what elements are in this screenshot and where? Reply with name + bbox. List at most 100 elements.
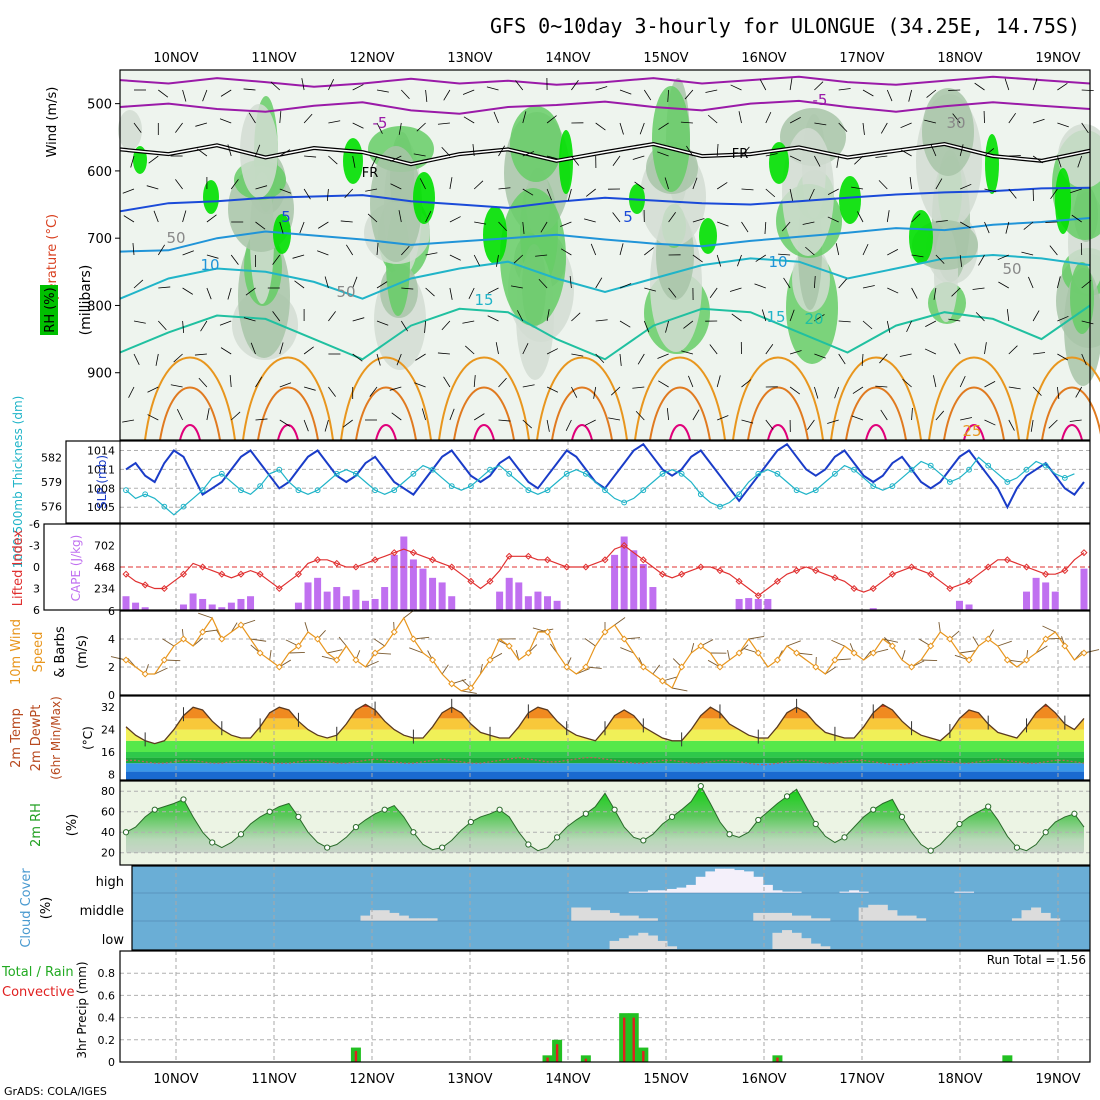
wind-barb [198,377,208,388]
wind-barb [789,350,802,355]
wind-barb [887,287,899,294]
wind-barb [128,386,135,398]
li-point [218,570,226,578]
cape-bar [218,607,226,610]
wind-barb [765,419,774,430]
rh-point [841,834,848,841]
wind-barb [560,248,572,256]
cloud-bar-high [676,887,687,893]
cloud-bar-middle [571,907,582,921]
wind-barb [1006,309,1010,322]
cloud-bar-middle [906,915,917,921]
contour-label: 50 [166,229,185,247]
wind-barb [546,309,550,322]
cape-bar [141,607,149,610]
slp-tick-label: 1011 [87,463,115,476]
wind-barb [170,384,183,388]
wind-axis-label-4: (m/s) [75,635,90,669]
cloud-bar-middle [791,915,802,921]
cloud-bar-middle [580,907,591,921]
wind-barb [338,636,347,647]
cloud-row-label: low [102,933,125,948]
temp-axis-label-3: (6hr Min/Max) [49,696,63,780]
wind-barb [560,221,572,227]
wind-barb [921,659,938,661]
contour-label: 5 [281,208,291,226]
thickness-point [353,470,359,477]
wind-barb [878,180,888,190]
cloud-bar-low [667,946,678,949]
wind-barb [668,212,676,223]
cape-bar [429,577,437,610]
wind-barb [862,89,874,97]
cloud-bar-low [801,938,812,949]
wind-barb [836,155,840,168]
temp-band [126,752,1084,758]
li-point [486,577,494,585]
cloud-bar-middle [398,915,409,921]
precip-axis-label: 3hr Precip (mm) [75,961,89,1058]
day-label-top: 16NOV [741,51,786,66]
wind-barb [340,220,353,223]
wind-barb [875,385,888,388]
wind-barb [959,650,976,654]
cape-li-panel: -6 -3 0 3 6 234 468 702 Lifted Index CAPE (J/kg) [11,518,1091,617]
wind-barb [480,663,483,675]
wind-barb [272,254,281,265]
cloud-bar-middle [762,912,773,921]
cloud-bar-high [695,876,706,893]
wind-barb [227,287,232,300]
cloud-bar-middle [389,912,400,921]
wind-barb [195,122,208,127]
wind-barb [952,113,961,124]
rh-shade-high [839,176,861,224]
wind-barb [681,350,694,355]
thickness-point [985,462,992,469]
wind-barb [880,409,888,421]
wind-barb [639,122,645,135]
wind-barb [1081,122,1089,134]
wind-barb [1077,155,1083,168]
wind-barb [911,254,924,258]
wind-barb [960,417,973,421]
wind-barb [255,418,268,421]
y-tick-label: 500 [87,98,112,113]
wind-barb [880,122,888,134]
cape-bar [1023,591,1031,610]
rh-shade-high [559,130,573,194]
thickness-point [506,470,513,477]
li-point [448,563,456,571]
day-label-top: 14NOV [545,51,590,66]
wind-barb [761,309,767,322]
cloud-bar-middle [1050,918,1061,921]
wind-barb [634,181,645,190]
wind-barb [857,211,864,223]
wind-barb [206,408,210,421]
wind-barb [1057,122,1069,128]
cloud-bar-low [628,935,639,949]
isotherm--5b [119,99,1091,115]
cloud-axis-label-1: Cloud Cover [19,868,34,948]
wind-speed-point [141,670,149,678]
rh-point [439,844,446,851]
cape-bar [448,596,456,610]
wind-speed-point [946,635,954,643]
y-tick-label: 900 [87,367,112,382]
precip-conv-bar [632,1017,635,1062]
cloud-bar-high [772,890,783,893]
li-point [429,556,437,564]
rh-shade-high [985,134,999,194]
isotherm-15 [119,253,1091,300]
isotherm-30 [1041,386,1100,441]
thickness-point [180,503,187,510]
wind-barb [147,386,159,393]
wind-barb [838,122,848,132]
y-tick-label: 600 [87,165,112,180]
li-tick-label: -3 [29,540,40,553]
li-point [333,559,341,567]
wind-barb [200,320,208,332]
wind-barb [643,320,650,333]
li-point [697,563,705,571]
rh-legend-swatch [40,285,58,335]
wind-barb [584,419,596,426]
